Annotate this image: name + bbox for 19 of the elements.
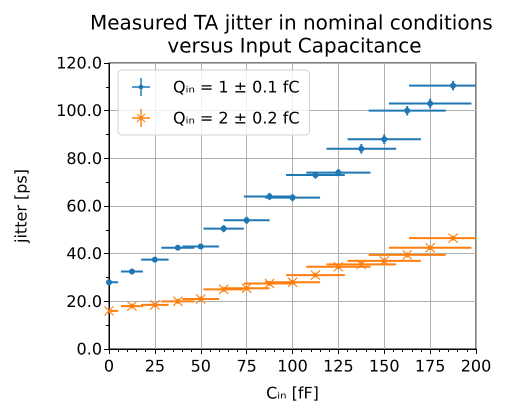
x-tick-label: 150 xyxy=(368,356,400,376)
x-tick-label: 175 xyxy=(414,356,446,376)
x-tick-label: 75 xyxy=(236,356,257,376)
x-tick-label: 50 xyxy=(190,356,211,376)
legend-label: Qᵢₙ = 2 ± 0.2 fC xyxy=(173,108,300,128)
x-tick-label: 200 xyxy=(460,356,492,376)
y-tick-label: 40.0 xyxy=(66,244,102,264)
y-tick-label: 0.0 xyxy=(76,340,102,358)
legend-label: Qᵢₙ = 1 ± 0.1 fC xyxy=(173,78,300,96)
x-tick-label: 125 xyxy=(323,356,354,376)
x-tick-label: 25 xyxy=(144,356,166,376)
y-tick-label: 80.0 xyxy=(66,148,102,168)
y-tick-label: 60.0 xyxy=(66,196,102,216)
x-tick-label: 0 xyxy=(104,356,114,376)
y-tick-label: 100.0 xyxy=(56,101,102,120)
y-tick-label: 20.0 xyxy=(66,292,102,311)
x-axis-title: Cᵢₙ [fF] xyxy=(266,384,319,402)
x-tick-label: 100 xyxy=(277,356,308,376)
y-axis-title: jitter [ps] xyxy=(12,169,30,244)
